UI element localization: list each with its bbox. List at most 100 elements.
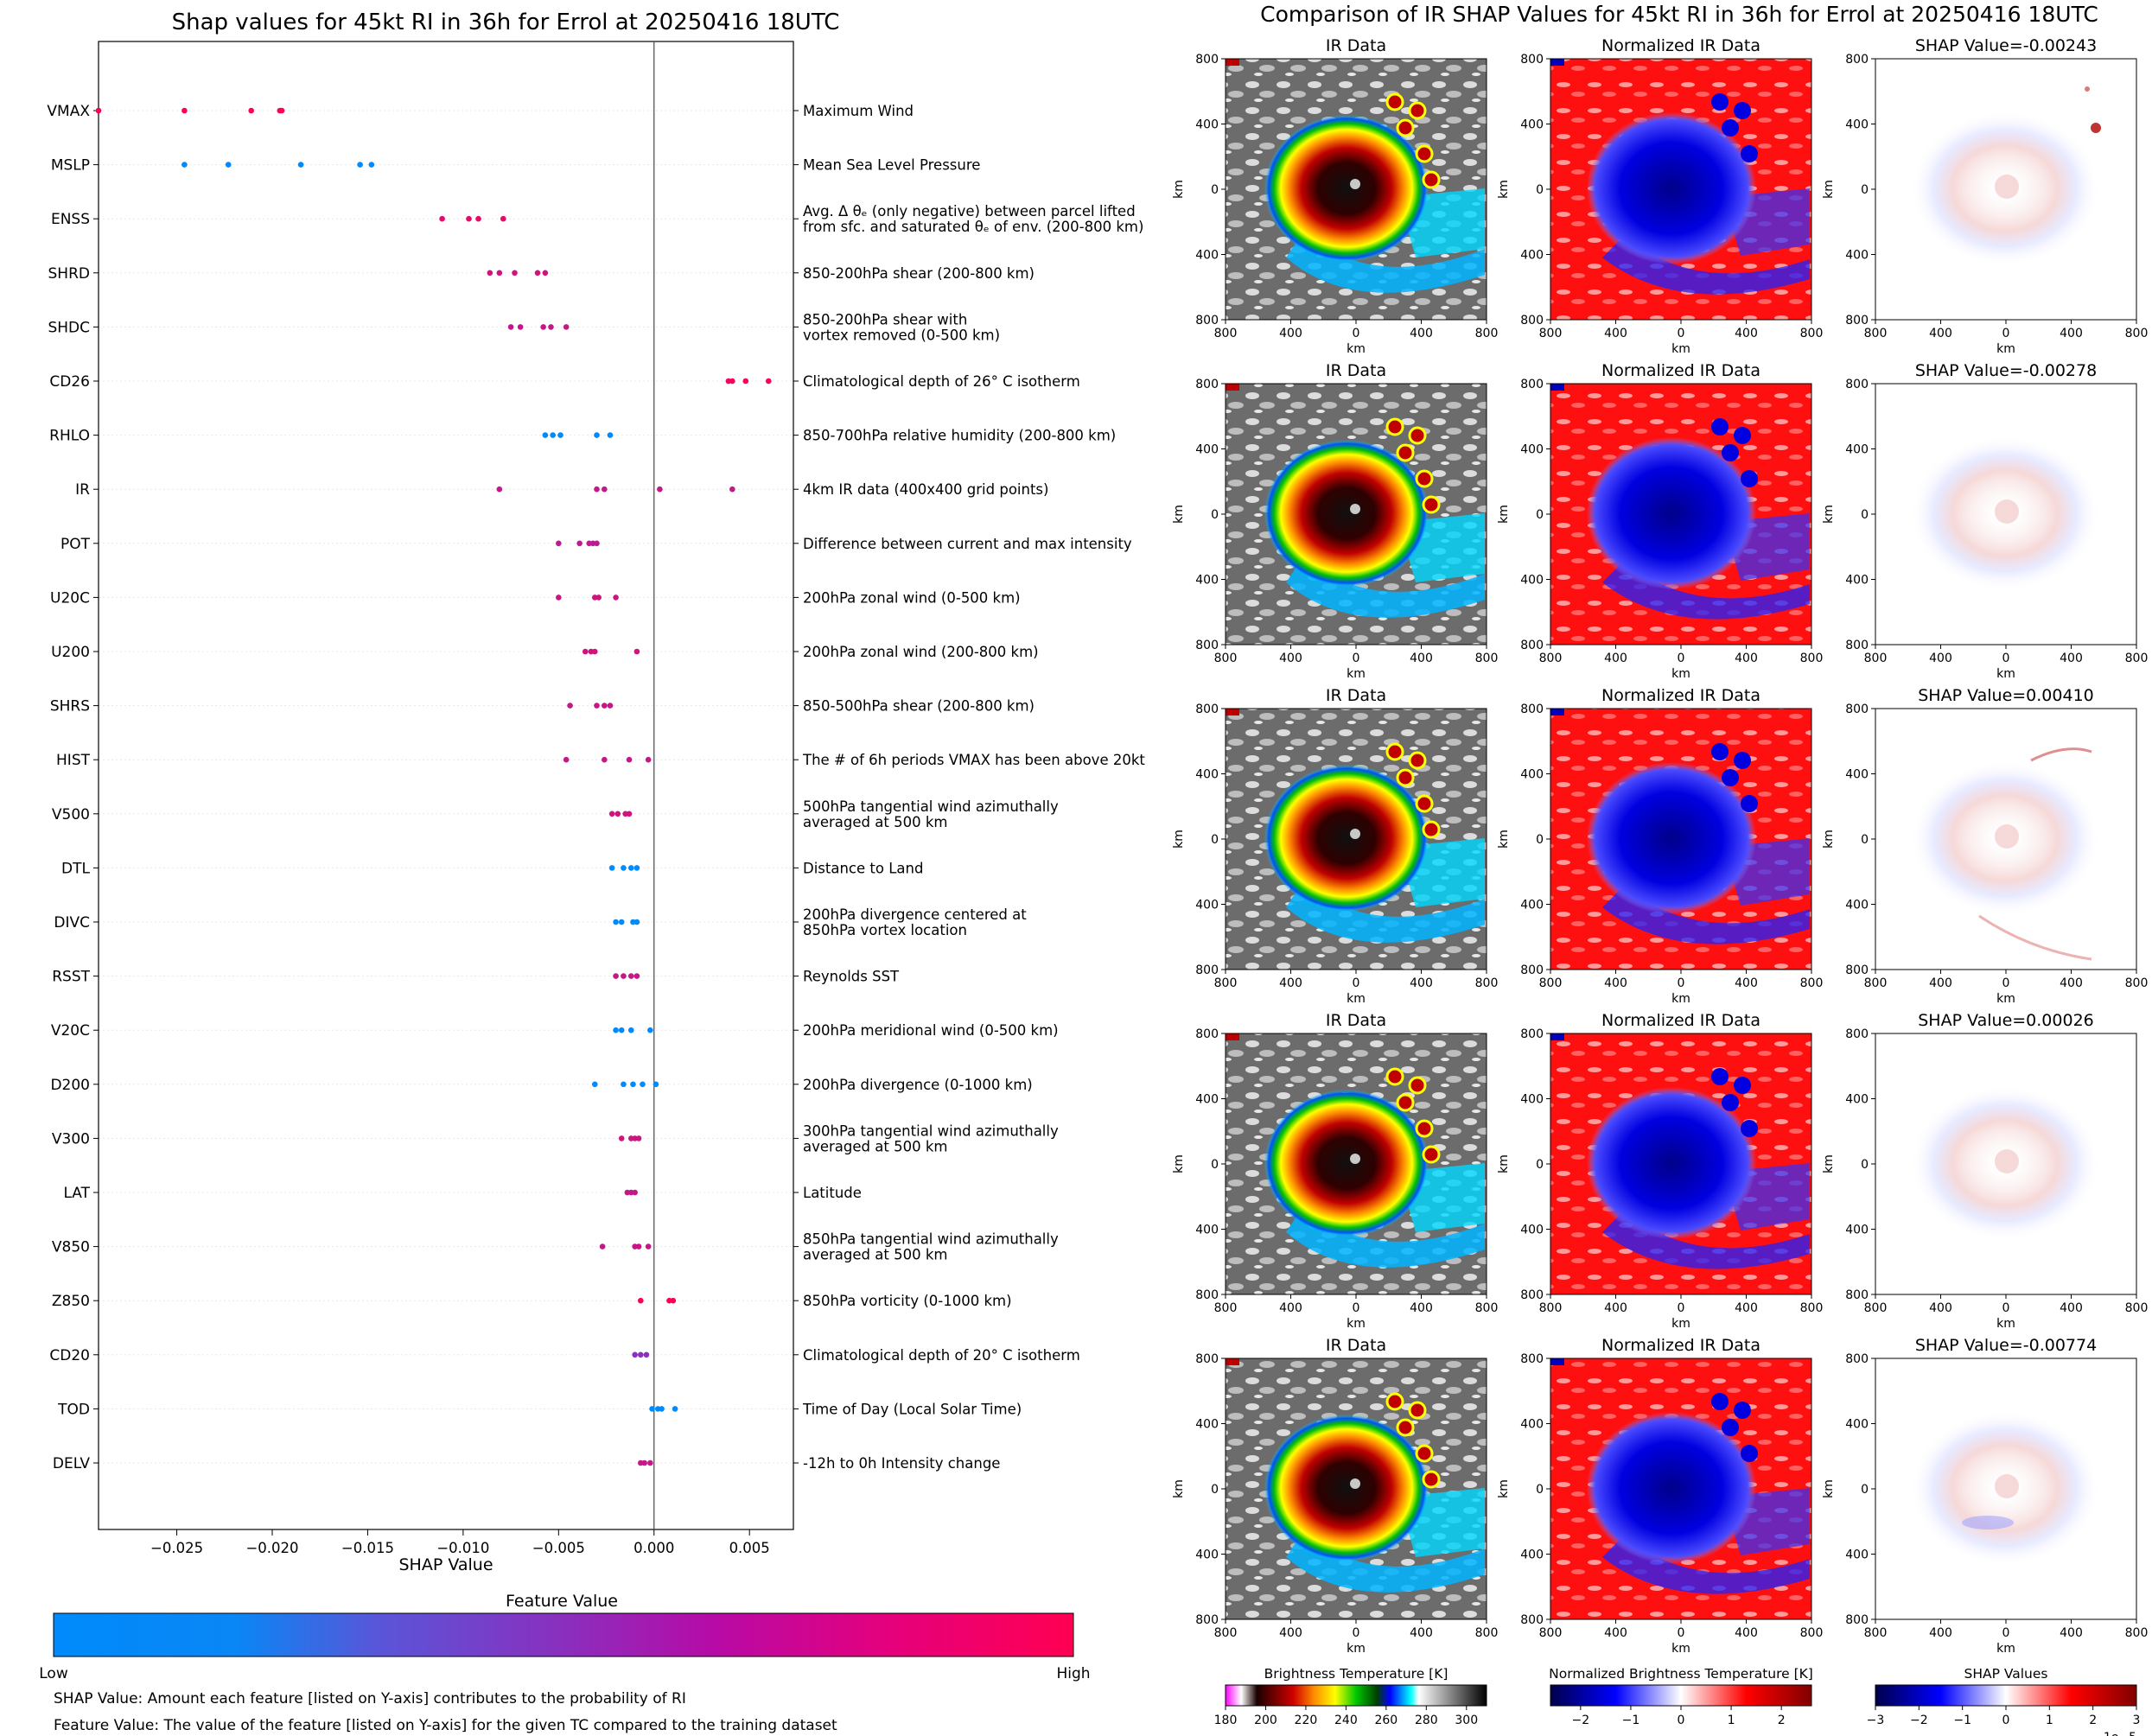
x-tick-label: 400 <box>1279 976 1302 990</box>
shap-streak <box>1978 914 2092 961</box>
norm-convective-cell <box>1741 1120 1758 1137</box>
x-tick-label: 800 <box>1800 976 1824 990</box>
normalized-ir-panel: Normalized IR Data8008004004000040040080… <box>1497 36 1823 356</box>
x-tick-label: 0.000 <box>634 1540 674 1556</box>
feature-desc-hist: The # of 6h periods VMAX has been above … <box>802 752 1145 768</box>
ir-convective-cell <box>1385 742 1404 761</box>
norm-cloud-band <box>1602 561 1810 620</box>
shap-point-dtl <box>634 865 640 871</box>
feature-label-shdc: SHDC <box>48 319 90 336</box>
normalized-ir-panel: Normalized IR Data8008004004000040040080… <box>1497 686 1823 1006</box>
y-tick-label: 400 <box>1195 768 1219 782</box>
shap-point-shrs <box>602 703 608 709</box>
y-tick-label: 800 <box>1195 314 1219 327</box>
y-tick-label: 400 <box>1520 1224 1544 1237</box>
feature-label-rsst: RSST <box>52 969 90 986</box>
feature-desc-cd26: Climatological depth of 26° C isotherm <box>803 373 1080 390</box>
ir-storm-eye <box>1350 179 1360 189</box>
x-tick-label: 400 <box>1279 327 1302 340</box>
x-axis-label: km <box>1996 667 2015 681</box>
x-tick-label: 400 <box>1735 652 1758 665</box>
feature-value-colorbar <box>53 1612 1074 1657</box>
norm-convective-cell <box>1741 795 1758 812</box>
x-tick-label: 800 <box>1475 327 1499 340</box>
feature-label-lat: LAT <box>63 1185 90 1202</box>
x-tick-label: 0 <box>2002 1626 2010 1640</box>
panel-title: SHAP Value=0.00026 <box>1918 1011 2094 1030</box>
colorbar-tick-label: 300 <box>1455 1714 1478 1727</box>
ir-cloud-band <box>1286 1206 1485 1268</box>
y-tick-label: 400 <box>1845 768 1869 782</box>
shap-point-vmax <box>278 107 285 114</box>
y-tick-label: 0 <box>1211 1483 1219 1497</box>
y-axis-label: km <box>1497 180 1511 199</box>
x-tick-label: 400 <box>1410 652 1433 665</box>
shap-point-ir <box>729 486 735 493</box>
feature-label-rhlo: RHLO <box>49 428 90 445</box>
x-tick-label: 400 <box>1279 1301 1302 1315</box>
y-axis-label: km <box>1172 180 1186 199</box>
x-tick-label: 400 <box>1410 1626 1433 1640</box>
feature-desc-tod: Time of Day (Local Solar Time) <box>802 1401 1022 1417</box>
x-tick-label: 400 <box>1929 1301 1952 1315</box>
feature-label-hist: HIST <box>56 752 91 769</box>
x-tick-label: 800 <box>1864 327 1888 340</box>
ir-convective-cell <box>1422 1145 1441 1164</box>
norm-convective-cell <box>1722 1094 1739 1111</box>
y-axis-label: km <box>1172 505 1186 524</box>
shap-point-shrd <box>487 270 493 277</box>
x-tick-label: 800 <box>1539 1626 1563 1640</box>
norm-convective-cell <box>1711 93 1729 111</box>
ir-convective-cell <box>1396 443 1415 462</box>
feature-desc-dtl: Distance to Land <box>803 860 923 876</box>
panel-title: IR Data <box>1326 1011 1386 1030</box>
feature-label-pot: POT <box>60 536 91 553</box>
shap-panel: SHAP Value=-0.00774800800400400004004008… <box>1822 1336 2148 1656</box>
shap-point-vmax <box>95 107 102 114</box>
y-tick-label: 0 <box>1211 508 1219 522</box>
norm-storm-core <box>1587 762 1756 914</box>
x-tick-label: 0 <box>1353 327 1360 340</box>
ir-convective-cell <box>1422 820 1441 839</box>
shap-point-dtl <box>621 865 627 871</box>
shap-point-cd26 <box>729 378 735 385</box>
y-tick-label: 400 <box>1520 118 1544 132</box>
norm-convective-cell <box>1711 743 1729 760</box>
shap-point-divc <box>634 919 640 925</box>
y-tick-label: 400 <box>1845 1418 1869 1432</box>
x-tick-label: 0 <box>2002 327 2010 340</box>
shap-point-hist <box>563 756 570 763</box>
norm-convective-cell <box>1734 1402 1751 1419</box>
y-tick-label: 800 <box>1845 1352 1869 1366</box>
colorbar-tick-label: −1 <box>1953 1714 1971 1727</box>
x-axis-label: km <box>1996 1317 2015 1331</box>
shap-point-u200 <box>582 648 589 655</box>
y-tick-label: 0 <box>1861 183 1869 197</box>
feature-desc-rhlo: 850-700hPa relative humidity (200-800 km… <box>803 428 1116 444</box>
colorbar-offset-text: 1e−5 <box>2104 1731 2136 1736</box>
x-tick-label: 400 <box>1929 652 1952 665</box>
norm-storm-core <box>1587 1412 1756 1564</box>
x-tick-label: 400 <box>1929 327 1952 340</box>
x-tick-label: 0 <box>1353 976 1360 990</box>
norm-corner-feature <box>1550 384 1564 391</box>
feature-label-u200: U200 <box>51 644 90 661</box>
norm-convective-cell <box>1722 1419 1739 1436</box>
shap-point-dtl <box>627 865 634 871</box>
shap-point-mslp <box>225 162 232 168</box>
ir-convective-cell <box>1415 794 1434 813</box>
ir-comparison-title: Comparison of IR SHAP Values for 45kt RI… <box>1260 2 2098 27</box>
shap-point-shdc <box>540 324 546 330</box>
shap-point-shdc <box>563 324 570 330</box>
panel-title: Normalized IR Data <box>1601 1011 1760 1030</box>
y-tick-label: 800 <box>1520 53 1544 67</box>
y-tick-label: 800 <box>1195 378 1219 391</box>
colorbar-tick-label: 240 <box>1334 1714 1358 1727</box>
x-tick-label: 0 <box>1353 652 1360 665</box>
x-tick-label: 400 <box>2060 976 2083 990</box>
shap-point-v500 <box>608 811 615 817</box>
ir-convective-cell <box>1422 495 1441 514</box>
y-axis-label: km <box>1172 1479 1186 1498</box>
y-tick-label: 800 <box>1520 703 1544 716</box>
y-tick-label: 0 <box>1536 1483 1544 1497</box>
